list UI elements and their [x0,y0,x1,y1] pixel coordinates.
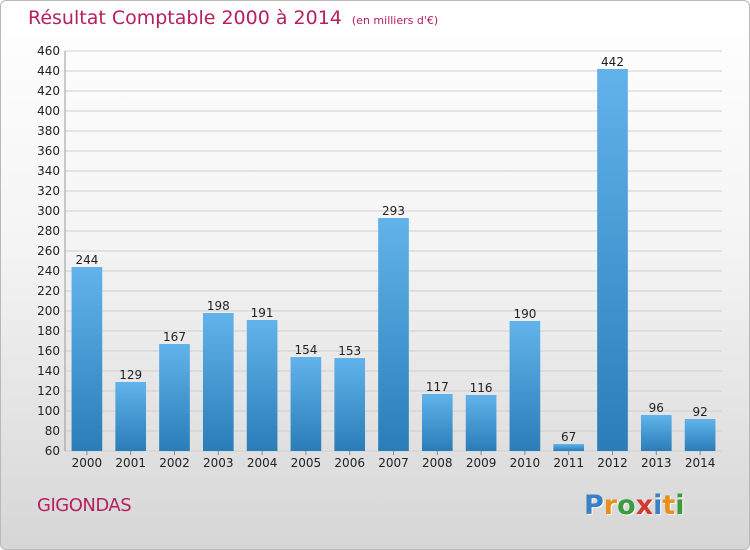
data-label: 198 [207,299,230,313]
data-label: 92 [692,405,707,419]
y-axis: 60 80 100 120 140 160 180 200 220 240 260 280 300 320… [37,44,66,458]
x-tick-label: 2004 [247,456,278,470]
chart-subtitle: (en milliers d'€) [351,14,439,27]
y-tick-label: 320 [37,184,60,198]
x-tick-label: 2011 [553,456,584,470]
x-tick-label: 2013 [641,456,672,470]
proxiti-logo: Proxiti [584,490,685,521]
x-tick-label: 2005 [291,456,322,470]
logo-letter: t [662,490,676,521]
bar [378,218,409,451]
logo-letter: r [603,490,618,521]
data-label: 442 [601,55,624,69]
y-tick-label: 160 [37,344,60,358]
x-axis: 2000 2001 2002 2003 2004 2005 2006 2007 2008 2009… [72,451,716,470]
data-label: 117 [426,380,449,394]
y-tick-label: 460 [37,44,60,58]
bar [246,320,278,451]
x-tick-label: 2014 [685,456,716,470]
x-tick-label: 2009 [466,456,497,470]
bars: 244 129 167 198 191 154 153 293 117 116 190 67 442 96… [71,55,716,451]
y-tick-label: 80 [45,424,60,438]
data-label: 167 [163,330,186,344]
y-tick-label: 200 [37,304,60,318]
logo-letter: P [584,490,604,521]
x-tick-label: 2008 [422,456,453,470]
logo-letter: i [675,490,685,521]
y-tick-label: 400 [37,104,60,118]
y-tick-label: 60 [45,444,60,458]
y-tick-label: 140 [37,364,60,378]
data-label: 154 [294,343,317,357]
data-label: 190 [513,307,536,321]
x-tick-label: 2006 [334,456,365,470]
title-text: Résultat Comptable 2000 à 2014 [28,7,342,29]
data-label: 293 [382,204,405,218]
y-tick-label: 440 [37,64,60,78]
x-tick-label: 2002 [159,456,190,470]
y-tick-label: 340 [37,164,60,178]
data-label: 96 [649,401,664,415]
bar [334,358,366,451]
bar [421,394,453,451]
x-tick-label: 2010 [510,456,541,470]
logo-letter: x [635,490,654,521]
bar [640,415,672,451]
y-tick-label: 220 [37,284,60,298]
x-tick-label: 2007 [378,456,409,470]
x-tick-label: 2012 [597,456,628,470]
y-tick-label: 240 [37,264,60,278]
data-label: 153 [338,344,361,358]
y-tick-label: 280 [37,224,60,238]
logo-letter: o [617,490,636,521]
x-tick-label: 2001 [115,456,146,470]
bar [159,344,190,451]
data-label: 191 [251,306,274,320]
bar [71,267,103,451]
commune-name: GIGONDAS [37,495,132,516]
y-tick-label: 360 [37,144,60,158]
bar [509,321,541,451]
y-tick-label: 420 [37,84,60,98]
data-label: 116 [470,381,493,395]
x-tick-label: 2000 [72,456,103,470]
chart-title: Résultat Comptable 2000 à 2014 (en millie… [28,7,438,29]
bar [465,395,497,451]
bar [290,357,322,451]
logo-letter: i [653,490,663,521]
y-tick-label: 100 [37,404,60,418]
data-label: 244 [75,253,98,267]
y-tick-label: 300 [37,204,60,218]
y-tick-label: 180 [37,324,60,338]
x-tick-label: 2003 [203,456,234,470]
bar [684,419,716,451]
data-label: 67 [561,430,576,444]
bar [597,69,628,451]
y-tick-label: 120 [37,384,60,398]
y-tick-label: 380 [37,124,60,138]
bar [553,444,585,451]
data-label: 129 [119,368,142,382]
bar [115,382,147,451]
bar [202,313,234,451]
y-tick-label: 260 [37,244,60,258]
